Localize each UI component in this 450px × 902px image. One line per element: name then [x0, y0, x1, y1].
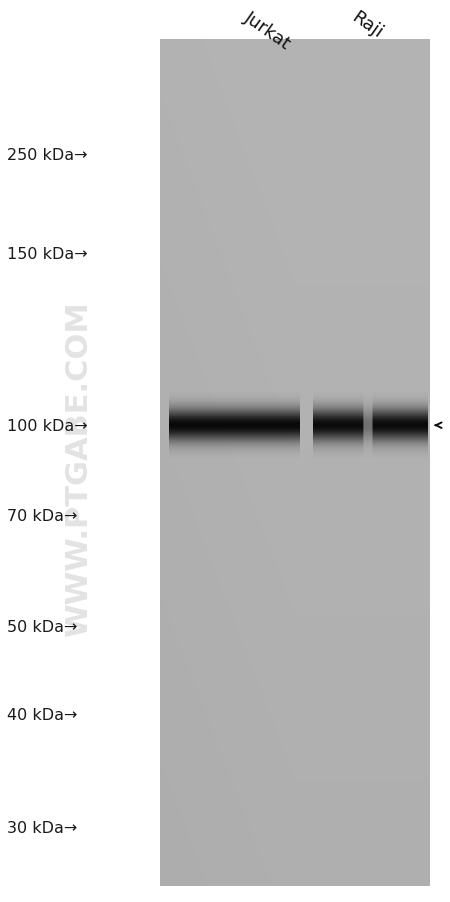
Text: 250 kDa→: 250 kDa→ — [7, 148, 87, 162]
Text: 40 kDa→: 40 kDa→ — [7, 707, 77, 722]
Text: WWW.PTGABE.COM: WWW.PTGABE.COM — [64, 301, 93, 637]
Text: 150 kDa→: 150 kDa→ — [7, 247, 87, 262]
Text: Jurkat: Jurkat — [241, 8, 294, 52]
Text: 30 kDa→: 30 kDa→ — [7, 821, 77, 835]
Text: 70 kDa→: 70 kDa→ — [7, 509, 77, 523]
Text: 50 kDa→: 50 kDa→ — [7, 620, 77, 634]
Text: 100 kDa→: 100 kDa→ — [7, 419, 87, 433]
Text: Raji: Raji — [349, 8, 387, 41]
